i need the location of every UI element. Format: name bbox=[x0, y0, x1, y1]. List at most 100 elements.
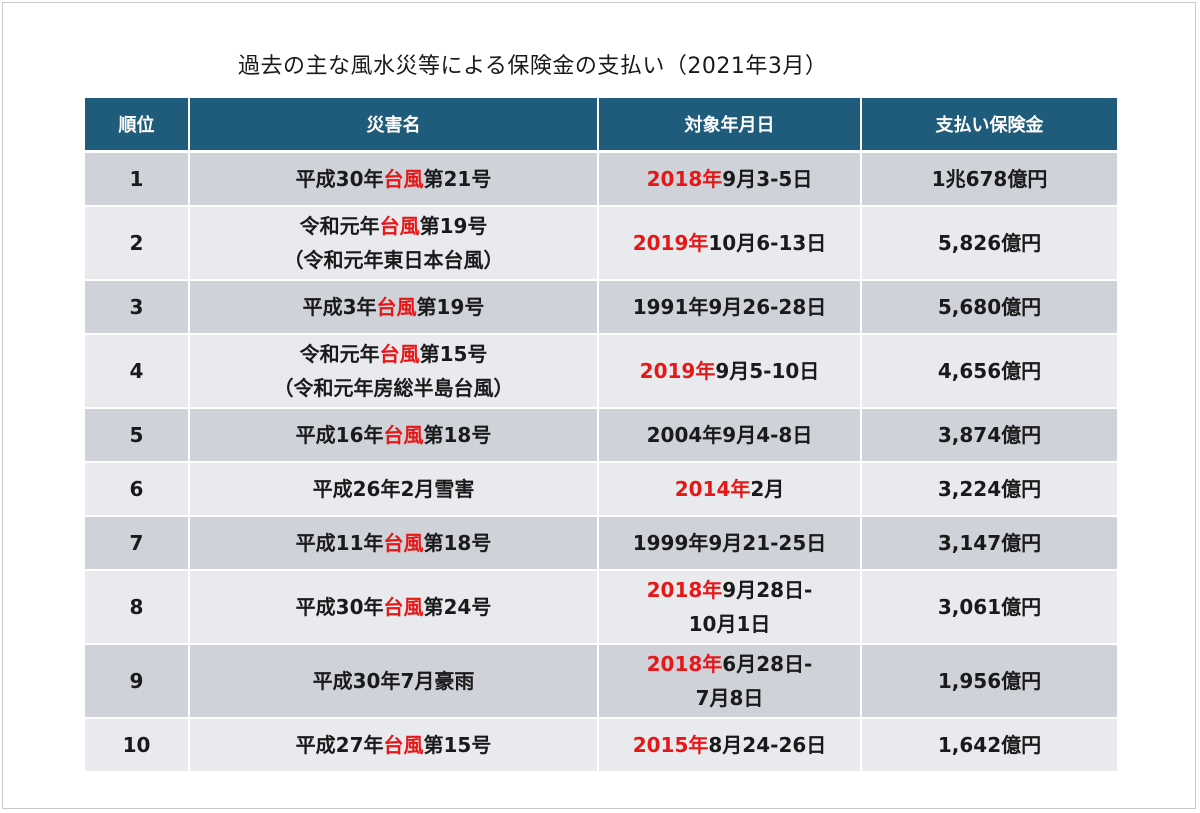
payout-cell: 3,224億円 bbox=[861, 462, 1117, 517]
payout-cell: 3,874億円 bbox=[861, 408, 1117, 463]
highlighted-text: 2018年 bbox=[646, 578, 723, 602]
date-line: 7月8日 bbox=[599, 681, 860, 715]
date-line: 2018年9月3-5日 bbox=[599, 162, 860, 196]
highlighted-text: 台風 bbox=[383, 733, 424, 757]
disaster-name-line: 平成30年台風第24号 bbox=[190, 590, 597, 624]
disaster-name-line-post: 第19号 bbox=[419, 214, 488, 238]
date-line-post: 9月5-10日 bbox=[715, 359, 820, 383]
disaster-name-line: （令和元年東日本台風） bbox=[190, 243, 597, 277]
disaster-name-line: 平成26年2月雪害 bbox=[190, 472, 597, 506]
highlighted-text: 2014年 bbox=[674, 477, 751, 501]
rank-cell: 6 bbox=[85, 462, 190, 517]
payout-cell: 5,680億円 bbox=[861, 280, 1117, 335]
highlighted-text: 2018年 bbox=[646, 652, 723, 676]
date-line: 2015年8月24-26日 bbox=[599, 728, 860, 762]
date-line: 2018年6月28日- bbox=[599, 647, 860, 681]
date-line: 1991年9月26-28日 bbox=[599, 290, 860, 324]
rank-cell: 9 bbox=[85, 644, 190, 719]
disaster-name-cell: 平成11年台風第18号 bbox=[189, 516, 599, 571]
column-header-rank: 順位 bbox=[85, 98, 190, 153]
disaster-name-cell: 平成26年2月雪害 bbox=[189, 462, 599, 517]
table-row: 5 平成16年台風第18号 2004年9月4-8日 3,874億円 bbox=[85, 408, 1117, 463]
rank-cell: 7 bbox=[85, 516, 190, 571]
date-line: 2014年2月 bbox=[599, 472, 860, 506]
column-header-payout: 支払い保険金 bbox=[861, 98, 1117, 153]
disaster-name-line: 令和元年台風第19号 bbox=[190, 209, 597, 243]
date-line: 2019年9月5-10日 bbox=[599, 354, 860, 388]
disaster-name-cell: 令和元年台風第15号 （令和元年房総半島台風） bbox=[189, 334, 599, 409]
date-line: 2019年10月6-13日 bbox=[599, 226, 860, 260]
highlighted-text: 台風 bbox=[376, 295, 417, 319]
disaster-name-line: 平成30年7月豪雨 bbox=[190, 664, 597, 698]
date-line-post: 2月 bbox=[750, 477, 785, 501]
disaster-name-line: 平成11年台風第18号 bbox=[190, 526, 597, 560]
column-header-disaster-name: 災害名 bbox=[189, 98, 599, 153]
disaster-name-line-pre: 平成30年7月豪雨 bbox=[312, 669, 475, 693]
table-row: 2 令和元年台風第19号 （令和元年東日本台風） 2019年10月6-13日 5,826… bbox=[85, 206, 1117, 281]
disaster-name-line: 平成30年台風第21号 bbox=[190, 162, 597, 196]
disaster-name-line-pre: 令和元年 bbox=[299, 214, 380, 238]
rank-cell: 5 bbox=[85, 408, 190, 463]
date-line: 2004年9月4-8日 bbox=[599, 418, 860, 452]
disaster-name-cell: 平成30年台風第21号 bbox=[189, 151, 599, 207]
date-line: 1999年9月21-25日 bbox=[599, 526, 860, 560]
rank-cell: 1 bbox=[85, 151, 190, 207]
date-line: 10月1日 bbox=[599, 607, 860, 641]
table-row: 6 平成26年2月雪害 2014年2月 3,224億円 bbox=[85, 462, 1117, 517]
date-cell: 2014年2月 bbox=[598, 462, 862, 517]
disaster-name-line-pre: 平成26年2月雪害 bbox=[312, 477, 475, 501]
disaster-name-cell: 平成3年台風第19号 bbox=[189, 280, 599, 335]
disaster-name-line-pre: 平成3年 bbox=[302, 295, 377, 319]
date-line-post: 10月1日 bbox=[688, 612, 771, 636]
table-row: 10 平成27年台風第15号 2015年8月24-26日 1,642億円 bbox=[85, 718, 1117, 773]
table-row: 1 平成30年台風第21号 2018年9月3-5日 1兆678億円 bbox=[85, 151, 1117, 207]
date-cell: 1991年9月26-28日 bbox=[598, 280, 862, 335]
disaster-name-line-pre: （令和元年東日本台風） bbox=[283, 248, 504, 272]
table-row: 7 平成11年台風第18号 1999年9月21-25日 3,147億円 bbox=[85, 516, 1117, 571]
disaster-name-line-post: 第19号 bbox=[416, 295, 485, 319]
table-row: 3 平成3年台風第19号 1991年9月26-28日 5,680億円 bbox=[85, 280, 1117, 335]
date-line-post: 7月8日 bbox=[695, 686, 764, 710]
disaster-name-line: 平成16年台風第18号 bbox=[190, 418, 597, 452]
disaster-name-line-post: 第24号 bbox=[423, 595, 492, 619]
highlighted-text: 台風 bbox=[383, 531, 424, 555]
disaster-name-cell: 平成30年台風第24号 bbox=[189, 570, 599, 645]
highlighted-text: 2019年 bbox=[632, 231, 709, 255]
disaster-name-line-pre: （令和元年房総半島台風） bbox=[273, 376, 514, 400]
disaster-name-line-pre: 平成27年 bbox=[295, 733, 384, 757]
date-line-post: 9月3-5日 bbox=[722, 167, 813, 191]
date-line-post: 2004年9月4-8日 bbox=[646, 423, 813, 447]
rank-cell: 4 bbox=[85, 334, 190, 409]
disaster-name-line-pre: 令和元年 bbox=[299, 342, 380, 366]
date-line-post: 6月28日- bbox=[722, 652, 813, 676]
payout-cell: 3,147億円 bbox=[861, 516, 1117, 571]
highlighted-text: 台風 bbox=[379, 214, 420, 238]
rank-cell: 2 bbox=[85, 206, 190, 281]
disaster-name-line: 平成27年台風第15号 bbox=[190, 728, 597, 762]
table-row: 4 令和元年台風第15号 （令和元年房総半島台風） 2019年9月5-10日 4,656… bbox=[85, 334, 1117, 409]
payout-cell: 1,642億円 bbox=[861, 718, 1117, 773]
table-header-row: 順位 災害名 対象年月日 支払い保険金 bbox=[85, 98, 1117, 153]
disaster-name-line-post: 第21号 bbox=[423, 167, 492, 191]
payout-cell: 3,061億円 bbox=[861, 570, 1117, 645]
rank-cell: 8 bbox=[85, 570, 190, 645]
highlighted-text: 2018年 bbox=[646, 167, 723, 191]
highlighted-text: 2015年 bbox=[632, 733, 709, 757]
disaster-name-line: 令和元年台風第15号 bbox=[190, 337, 597, 371]
highlighted-text: 台風 bbox=[383, 423, 424, 447]
disaster-name-line-pre: 平成30年 bbox=[295, 167, 384, 191]
column-header-date: 対象年月日 bbox=[598, 98, 862, 153]
date-cell: 2018年6月28日- 7月8日 bbox=[598, 644, 862, 719]
table-row: 9 平成30年7月豪雨 2018年6月28日- 7月8日 1,956億円 bbox=[85, 644, 1117, 719]
highlighted-text: 台風 bbox=[383, 595, 424, 619]
date-line-post: 1999年9月21-25日 bbox=[632, 531, 827, 555]
disaster-name-line-post: 第15号 bbox=[423, 733, 492, 757]
date-line-post: 1991年9月26-28日 bbox=[632, 295, 827, 319]
date-cell: 2004年9月4-8日 bbox=[598, 408, 862, 463]
table-body: 1 平成30年台風第21号 2018年9月3-5日 1兆678億円 2 令和元年台風第19… bbox=[85, 151, 1117, 773]
date-cell: 2019年9月5-10日 bbox=[598, 334, 862, 409]
disaster-name-line-pre: 平成11年 bbox=[295, 531, 384, 555]
payout-cell: 1,956億円 bbox=[861, 644, 1117, 719]
disaster-name-cell: 平成27年台風第15号 bbox=[189, 718, 599, 773]
disaster-name-line-pre: 平成16年 bbox=[295, 423, 384, 447]
